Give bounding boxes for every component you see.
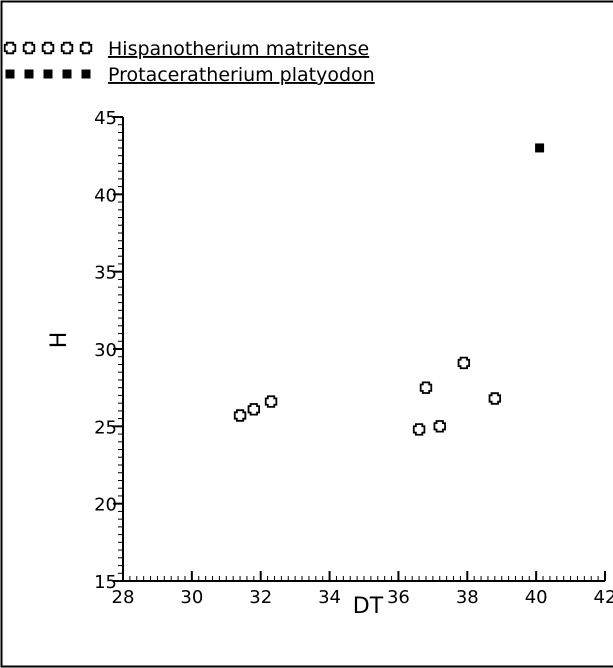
- data-point-hispanotherium: [264, 395, 278, 408]
- legend-label-protaceratherium: Protaceratherium platyodon: [108, 64, 375, 86]
- x-tick-label: 38: [456, 587, 479, 608]
- y-tick-label: 45: [94, 108, 117, 129]
- y-axis-title: H: [47, 332, 72, 349]
- x-axis-tick-labels: 28 30 32 34 36 38 40 42: [112, 587, 613, 608]
- y-tick-label: 20: [94, 495, 117, 516]
- x-tick-label: 28: [112, 587, 135, 608]
- x-tick-label: 36: [387, 587, 410, 608]
- data-point-hispanotherium: [412, 423, 426, 436]
- legend-cross-marker: [22, 41, 36, 55]
- x-tick-label: 32: [249, 587, 272, 608]
- legend-cross-marker: [60, 41, 74, 55]
- data-point-hispanotherium: [247, 403, 261, 416]
- legend: Hispanotherium matritense Protaceratheri…: [3, 38, 375, 86]
- y-axis-tick-labels: 15 20 25 30 35 40 45: [94, 108, 117, 593]
- data-point-hispanotherium: [433, 420, 446, 433]
- y-tick-label: 25: [94, 417, 117, 438]
- legend-cross-marker: [79, 41, 93, 55]
- plot-points: [233, 143, 545, 436]
- y-tick-label: 40: [94, 185, 117, 206]
- data-point-hispanotherium: [457, 356, 471, 370]
- data-point-protaceratherium: [535, 143, 545, 153]
- legend-square-marker: [81, 69, 91, 79]
- x-tick-label: 40: [525, 587, 548, 608]
- legend-markers-hispanotherium: [3, 41, 93, 55]
- data-point-hispanotherium: [488, 392, 502, 405]
- data-point-hispanotherium: [419, 381, 433, 394]
- x-axis-ticks: [122, 571, 606, 581]
- legend-cross-marker: [3, 41, 17, 55]
- y-tick-label: 35: [94, 263, 117, 284]
- x-tick-label: 30: [180, 587, 203, 608]
- legend-square-marker: [5, 69, 15, 79]
- legend-cross-marker: [41, 41, 55, 55]
- legend-markers-protaceratherium: [5, 69, 91, 79]
- x-axis-title: DT: [353, 594, 384, 619]
- y-tick-label: 15: [94, 572, 117, 593]
- y-tick-label: 30: [94, 340, 117, 361]
- data-point-hispanotherium: [233, 409, 247, 422]
- x-tick-label: 42: [594, 587, 613, 608]
- x-tick-label: 34: [318, 587, 341, 608]
- legend-square-marker: [62, 69, 72, 79]
- legend-square-marker: [24, 69, 34, 79]
- y-axis-ticks: [113, 116, 123, 582]
- legend-label-hispanotherium: Hispanotherium matritense: [108, 38, 369, 60]
- legend-square-marker: [43, 69, 53, 79]
